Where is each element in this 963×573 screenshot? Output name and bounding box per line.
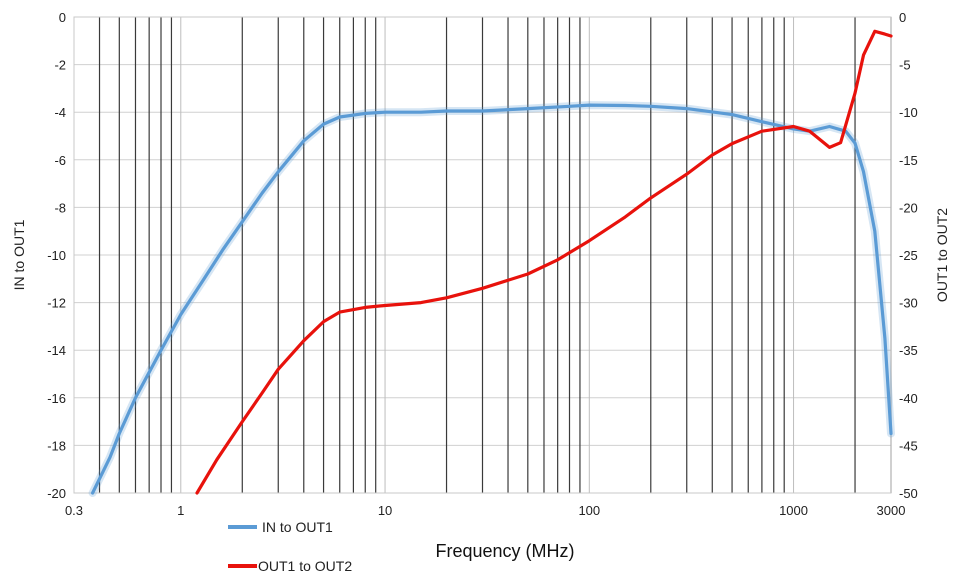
legend-label-out1-to-out2: OUT1 to OUT2 xyxy=(258,558,352,573)
y-left-tick-label: 0 xyxy=(59,10,66,25)
y-right-tick-label: -5 xyxy=(899,58,911,73)
legend-label-in-to-out1: IN to OUT1 xyxy=(262,519,333,535)
series-line-in-to-out1 xyxy=(90,103,893,495)
y-right-tick-label: -35 xyxy=(899,343,918,358)
y-left-tick-label: -12 xyxy=(47,296,66,311)
y-right-tick-label: 0 xyxy=(899,10,906,25)
right-axis-ticks: 0 -5 -10 -15 -20 -25 -30 -35 -40 -45 -50 xyxy=(899,10,918,501)
x-tick-label: 10 xyxy=(378,503,392,518)
y-right-tick-label: -10 xyxy=(899,105,918,120)
x-tick-label: 100 xyxy=(578,503,600,518)
x-tick-label: 0.3 xyxy=(65,503,83,518)
y-left-tick-label: -16 xyxy=(47,391,66,406)
plot-frame xyxy=(73,16,892,494)
y-left-tick-label: -18 xyxy=(47,438,66,453)
y-axis-right-label: OUT1 to OUT2 xyxy=(934,208,950,302)
y-right-tick-label: -40 xyxy=(899,391,918,406)
y-left-tick-label: -8 xyxy=(54,200,66,215)
legend: IN to OUT1 OUT1 to OUT2 xyxy=(228,519,352,573)
y-right-tick-label: -30 xyxy=(899,296,918,311)
x-axis-label: Frequency (MHz) xyxy=(435,541,574,561)
y-right-tick-label: -45 xyxy=(899,438,918,453)
y-right-tick-label: -50 xyxy=(899,486,918,501)
y-left-tick-label: -20 xyxy=(47,486,66,501)
y-right-tick-label: -15 xyxy=(899,153,918,168)
x-axis-ticks: 0.3 1 10 100 1000 3000 xyxy=(65,503,906,518)
left-axis-ticks: 0 -2 -4 -6 -8 -10 -12 -14 -16 -18 -20 xyxy=(47,10,66,501)
y-left-tick-label: -2 xyxy=(54,58,66,73)
x-tick-label: 3000 xyxy=(877,503,906,518)
y-left-tick-label: -6 xyxy=(54,153,66,168)
x-tick-label: 1000 xyxy=(779,503,808,518)
series-line-out1-to-out2 xyxy=(195,29,893,495)
x-tick-label: 1 xyxy=(177,503,184,518)
y-left-tick-label: -10 xyxy=(47,248,66,263)
grid xyxy=(74,16,892,494)
series-lines xyxy=(88,29,895,497)
y-right-tick-label: -25 xyxy=(899,248,918,263)
y-axis-left-label: IN to OUT1 xyxy=(11,219,27,290)
y-right-tick-label: -20 xyxy=(899,200,918,215)
series-halo-in-to-out1 xyxy=(88,101,895,497)
y-left-tick-label: -4 xyxy=(54,105,66,120)
y-left-tick-label: -14 xyxy=(47,343,66,358)
